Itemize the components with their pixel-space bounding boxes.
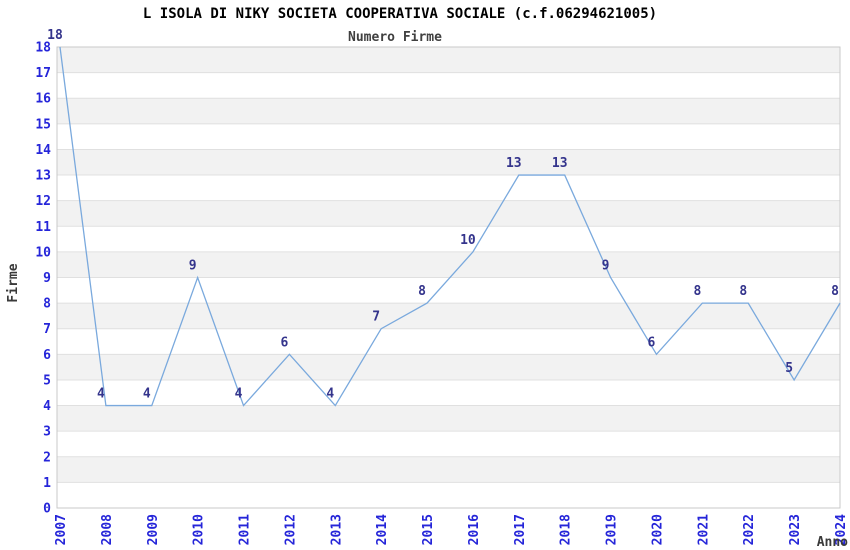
y-tick-label: 13 [35,169,51,184]
y-tick-label: 15 [35,117,51,132]
data-point-label: 8 [739,284,747,299]
x-tick-label: 2011 [238,514,253,545]
x-tick-label: 2017 [513,514,528,545]
x-tick-label: 2018 [559,514,574,545]
data-point-label: 4 [235,387,243,402]
data-point-label: 13 [506,156,522,171]
y-tick-label: 1 [43,476,51,491]
x-tick-label: 2020 [650,514,665,545]
y-tick-label: 3 [43,425,51,440]
grid-band [57,200,840,227]
x-tick-label: 2007 [54,514,69,545]
y-tick-label: 9 [43,271,51,286]
y-tick-label: 4 [43,399,51,414]
data-point-label: 9 [189,259,197,274]
data-point-label: 8 [418,284,426,299]
x-tick-label: 2015 [421,514,436,545]
x-tick-label: 2012 [283,514,298,545]
data-point-label: 6 [280,335,288,350]
y-tick-label: 16 [35,92,51,107]
x-tick-label: 2008 [100,514,115,545]
data-point-label: 8 [831,284,839,299]
x-axis-title: Anno [817,535,848,550]
grid-band [57,405,840,432]
data-point-label: 4 [97,387,105,402]
y-tick-label: 7 [43,322,51,337]
data-point-label: 5 [785,361,793,376]
data-point-label: 8 [693,284,701,299]
grid-band [57,251,840,278]
data-point-label: 10 [460,233,476,248]
x-tick-label: 2016 [467,514,482,545]
x-tick-label: 2009 [146,514,161,545]
data-series-line [59,46,841,407]
x-tick-label: 2023 [788,514,803,545]
y-tick-label: 11 [35,220,51,235]
data-point-label: 18 [47,28,63,43]
y-tick-label: 14 [35,143,51,158]
data-point-label: 13 [552,156,568,171]
y-axis-title: Firme [6,263,21,302]
y-tick-label: 18 [35,41,51,56]
x-tick-label: 2024 [834,514,849,545]
grid-band [57,456,840,483]
y-tick-label: 2 [43,450,51,465]
x-tick-label: 2022 [742,514,757,545]
x-tick-label: 2021 [696,514,711,545]
grid-band [57,354,840,380]
plot-border [56,46,841,509]
data-point-label: 6 [648,335,656,350]
grid-band [57,303,840,329]
grid-band [57,149,840,176]
y-tick-label: 17 [35,66,51,81]
grid-band [57,98,840,124]
data-point-label: 4 [143,387,151,402]
y-tick-label: 6 [43,348,51,363]
x-tick-label: 2019 [605,514,620,545]
y-tick-label: 5 [43,373,51,388]
x-tick-label: 2010 [192,514,207,545]
data-point-label: 7 [372,310,380,325]
y-tick-label: 0 [43,502,51,517]
y-tick-label: 8 [43,297,51,312]
grid-band [57,47,840,73]
x-tick-label: 2014 [375,514,390,545]
chart-subtitle: Numero Firme [348,30,442,45]
y-tick-label: 12 [35,194,51,209]
chart-title: L ISOLA DI NIKY SOCIETA COOPERATIVA SOCI… [143,6,657,22]
x-tick-label: 2013 [329,514,344,545]
data-point-label: 9 [602,259,610,274]
data-point-label: 4 [326,387,334,402]
y-tick-label: 10 [35,245,51,260]
